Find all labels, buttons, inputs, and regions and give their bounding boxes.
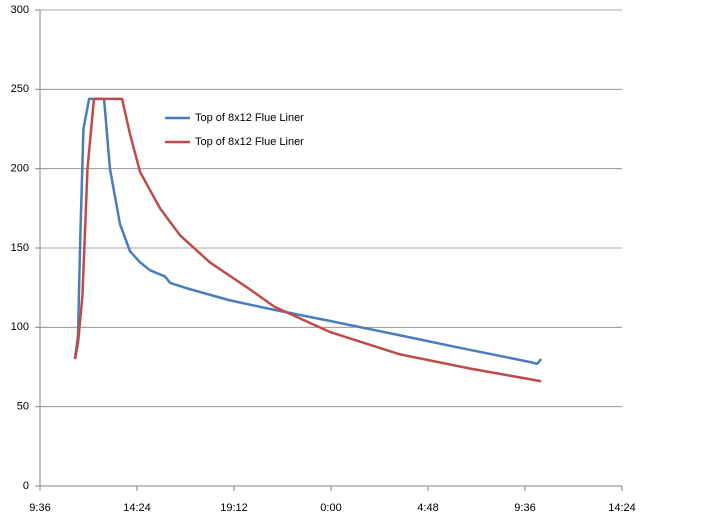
- y-tick-label: 0: [23, 480, 29, 492]
- y-tick-label: 300: [11, 4, 29, 16]
- legend-label: Top of 8x12 Flue Liner: [195, 112, 304, 124]
- x-tick-label: 19:12: [220, 502, 248, 514]
- y-tick-label: 250: [11, 83, 29, 95]
- y-tick-label: 200: [11, 163, 29, 175]
- y-tick-label: 150: [11, 242, 29, 254]
- y-tick-label: 100: [11, 321, 29, 333]
- x-tick-label: 14:24: [123, 502, 151, 514]
- x-tick-label: 4:48: [417, 502, 438, 514]
- x-tick-label: 0:00: [320, 502, 341, 514]
- x-tick-label: 9:36: [29, 502, 50, 514]
- x-tick-label: 9:36: [514, 502, 535, 514]
- legend-label: Top of 8x12 Flue Liner: [195, 136, 304, 148]
- y-tick-label: 50: [17, 401, 29, 413]
- data-line: [73, 97, 543, 366]
- data-line: [73, 97, 542, 383]
- x-tick-label: 14:24: [608, 502, 636, 514]
